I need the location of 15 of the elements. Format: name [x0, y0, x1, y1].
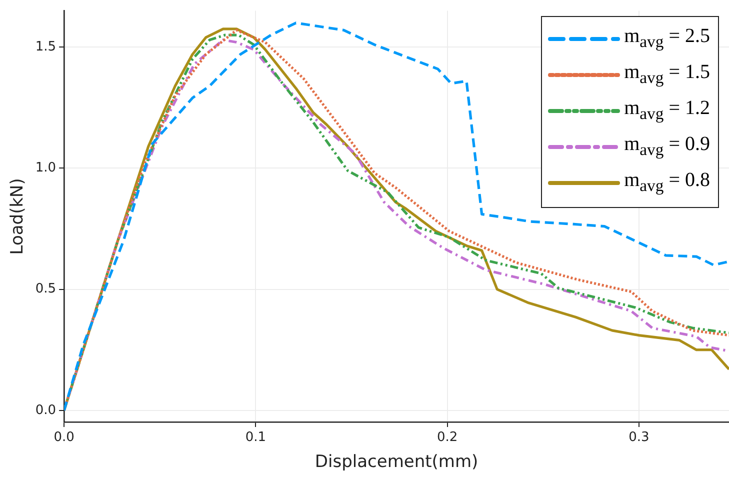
legend-label: m$_{avg}$ = 1.2	[624, 96, 710, 125]
y-tick-label: 0.5	[35, 282, 56, 297]
legend-label: m$_{avg}$ = 0.8	[624, 168, 710, 197]
x-tick-label: 0.2	[436, 430, 458, 446]
legend-label: m$_{avg}$ = 2.5	[624, 24, 710, 53]
y-tick-label: 1.5	[35, 40, 56, 54]
x-tick-label: 0.1	[245, 430, 266, 446]
y-tick-label: 1.0	[35, 160, 56, 176]
legend-label: m$_{avg}$ = 1.5	[624, 60, 710, 89]
y-axis-title: Load(kN)	[8, 178, 28, 255]
x-tick-label: 0.3	[628, 430, 650, 446]
y-tick-label: 0.0	[35, 402, 56, 418]
x-axis-title: Displacement(mm)	[314, 452, 478, 472]
x-tick-label: 0.0	[54, 430, 74, 446]
legend-label: m$_{avg}$ = 0.9	[624, 132, 710, 161]
